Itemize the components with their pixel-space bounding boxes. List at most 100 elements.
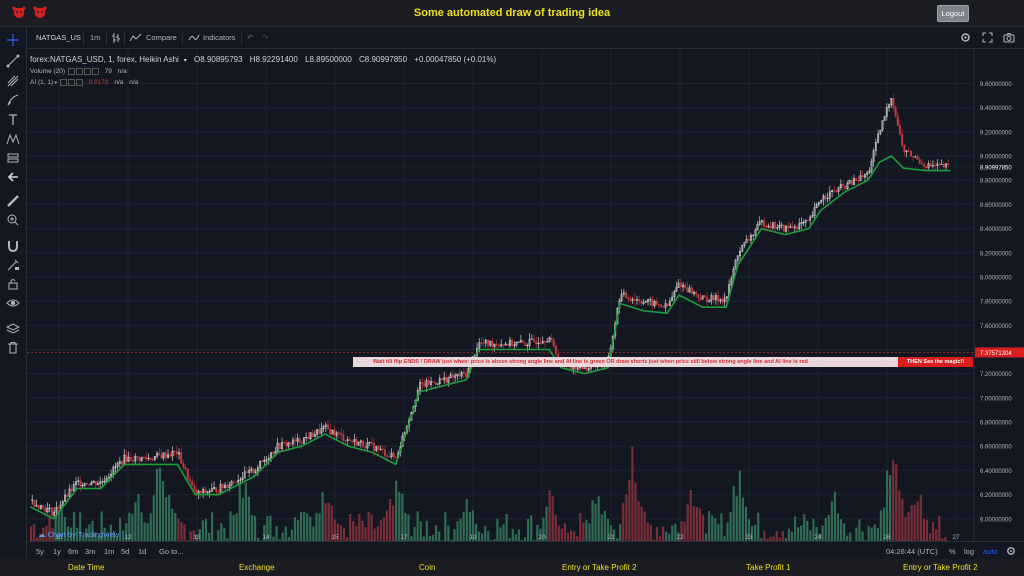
candle-body bbox=[909, 150, 912, 157]
volume-bar bbox=[143, 522, 146, 547]
tradingview-watermark[interactable]: ☁ Chart by TradingView bbox=[38, 530, 120, 539]
remove-toggle-icon[interactable] bbox=[75, 79, 83, 87]
logout-button[interactable]: Logout bbox=[937, 5, 969, 22]
price-chart[interactable]: 9.60000000 9.40000000 9.20000000 9.00000000… bbox=[27, 49, 1024, 560]
range-1m[interactable]: 1m bbox=[104, 547, 115, 556]
range-5d[interactable]: 5d bbox=[121, 547, 130, 556]
range-3m[interactable]: 3m bbox=[85, 547, 96, 556]
volume-bar bbox=[827, 515, 830, 547]
candle-body bbox=[105, 478, 108, 482]
volume-bar bbox=[370, 514, 373, 547]
candle-body bbox=[548, 337, 551, 342]
candle-body bbox=[526, 345, 529, 347]
candle-body bbox=[914, 156, 917, 158]
volume-bar bbox=[69, 527, 73, 547]
pattern-icon[interactable] bbox=[6, 132, 20, 146]
candle-body bbox=[379, 448, 382, 450]
volume-bar bbox=[425, 520, 428, 547]
crosshair-icon[interactable] bbox=[6, 33, 20, 47]
candle-body bbox=[791, 226, 794, 228]
log-toggle[interactable]: log bbox=[964, 547, 975, 556]
indicators-icon[interactable] bbox=[188, 33, 200, 42]
time-tick-label: 10 bbox=[55, 534, 63, 541]
candle-body bbox=[228, 484, 231, 488]
auto-toggle[interactable]: auto bbox=[983, 547, 998, 556]
trend-line-icon[interactable] bbox=[6, 54, 20, 68]
prediction-icon[interactable] bbox=[6, 151, 20, 165]
candle-body bbox=[79, 480, 82, 487]
candle-body bbox=[730, 278, 733, 285]
volume-bar bbox=[530, 515, 533, 547]
compare-icon[interactable] bbox=[129, 33, 142, 42]
candle-body bbox=[723, 297, 726, 303]
candle-body bbox=[837, 187, 840, 192]
candle-body bbox=[92, 480, 95, 483]
trading-idea-banner: Wait till flip ENDS ! DRAW just when: pr… bbox=[353, 357, 973, 367]
candle-body bbox=[513, 344, 516, 346]
volume-bar bbox=[266, 516, 269, 547]
candle-body bbox=[85, 483, 88, 485]
goto-button[interactable]: Go to... bbox=[159, 547, 184, 556]
pitchfork-icon[interactable] bbox=[6, 74, 20, 88]
candle-body bbox=[261, 460, 264, 463]
trash-icon[interactable] bbox=[6, 341, 20, 355]
eye-toggle-icon[interactable] bbox=[59, 79, 67, 87]
indicators-button[interactable]: Indicators bbox=[203, 33, 236, 42]
candle-body bbox=[68, 488, 71, 497]
volume-bar bbox=[376, 526, 379, 547]
candle-body bbox=[136, 455, 139, 458]
fullscreen-icon[interactable] bbox=[982, 32, 993, 43]
volume-label[interactable]: Volume (20) bbox=[30, 68, 66, 76]
legend-series-title[interactable]: forex:NATGAS_USD, 1, forex, Heikin Ashi bbox=[30, 55, 179, 64]
camera-icon[interactable] bbox=[1003, 32, 1015, 43]
volume-bar bbox=[324, 503, 327, 547]
candle-body bbox=[806, 219, 809, 221]
scale-settings-icon[interactable] bbox=[1006, 546, 1016, 556]
range-1y[interactable]: 1y bbox=[53, 547, 61, 556]
candle-body bbox=[252, 468, 255, 473]
candle-body bbox=[259, 460, 262, 469]
settings-toggle-icon[interactable] bbox=[67, 79, 75, 87]
eye-toggle-icon[interactable] bbox=[67, 68, 75, 75]
candle-body bbox=[48, 507, 51, 509]
settings-toggle-icon[interactable] bbox=[75, 68, 83, 75]
lock-icon[interactable] bbox=[6, 277, 20, 291]
undo-icon[interactable]: ↶ bbox=[247, 33, 254, 42]
more-toggle-icon[interactable] bbox=[91, 68, 99, 75]
ai-label[interactable]: AI (1, 1) bbox=[30, 79, 54, 87]
text-tool-icon[interactable] bbox=[6, 113, 20, 127]
candle-body bbox=[241, 477, 244, 481]
range-6m[interactable]: 6m bbox=[68, 547, 79, 556]
candle-body bbox=[175, 451, 178, 455]
bar-style-icon[interactable] bbox=[111, 32, 121, 44]
zoom-in-icon[interactable] bbox=[6, 213, 20, 227]
range-5y[interactable]: 5y bbox=[36, 547, 44, 556]
candle-body bbox=[456, 373, 459, 376]
back-arrow-icon[interactable] bbox=[6, 170, 20, 184]
volume-bar bbox=[496, 518, 499, 547]
volume-bar bbox=[474, 523, 478, 547]
lock-drawings-icon[interactable] bbox=[6, 258, 20, 272]
magnet-icon[interactable] bbox=[6, 239, 20, 253]
candle-body bbox=[517, 341, 520, 343]
candle-body bbox=[524, 342, 527, 346]
symbol-selector[interactable]: NATGAS_US bbox=[36, 33, 81, 42]
candle-body bbox=[377, 446, 380, 450]
settings-gear-icon[interactable] bbox=[960, 32, 971, 43]
time-tick-label: 14 bbox=[262, 534, 270, 541]
brush-icon[interactable] bbox=[6, 93, 20, 107]
remove-toggle-icon[interactable] bbox=[83, 68, 91, 75]
eye-icon[interactable] bbox=[6, 296, 20, 310]
time-tick-label: 23 bbox=[745, 534, 753, 541]
range-1d[interactable]: 1d bbox=[138, 547, 147, 556]
redo-icon[interactable]: ↷ bbox=[262, 33, 269, 42]
candle-body bbox=[756, 224, 759, 231]
percent-toggle[interactable]: % bbox=[949, 547, 956, 556]
utc-clock[interactable]: 04:26:44 (UTC) bbox=[886, 547, 938, 556]
interval-selector[interactable]: 1m bbox=[90, 33, 101, 42]
candle-body bbox=[813, 207, 816, 216]
volume-bar bbox=[413, 526, 416, 547]
layers-icon[interactable] bbox=[6, 322, 20, 336]
compare-button[interactable]: Compare bbox=[146, 33, 177, 42]
ruler-icon[interactable] bbox=[6, 194, 20, 208]
